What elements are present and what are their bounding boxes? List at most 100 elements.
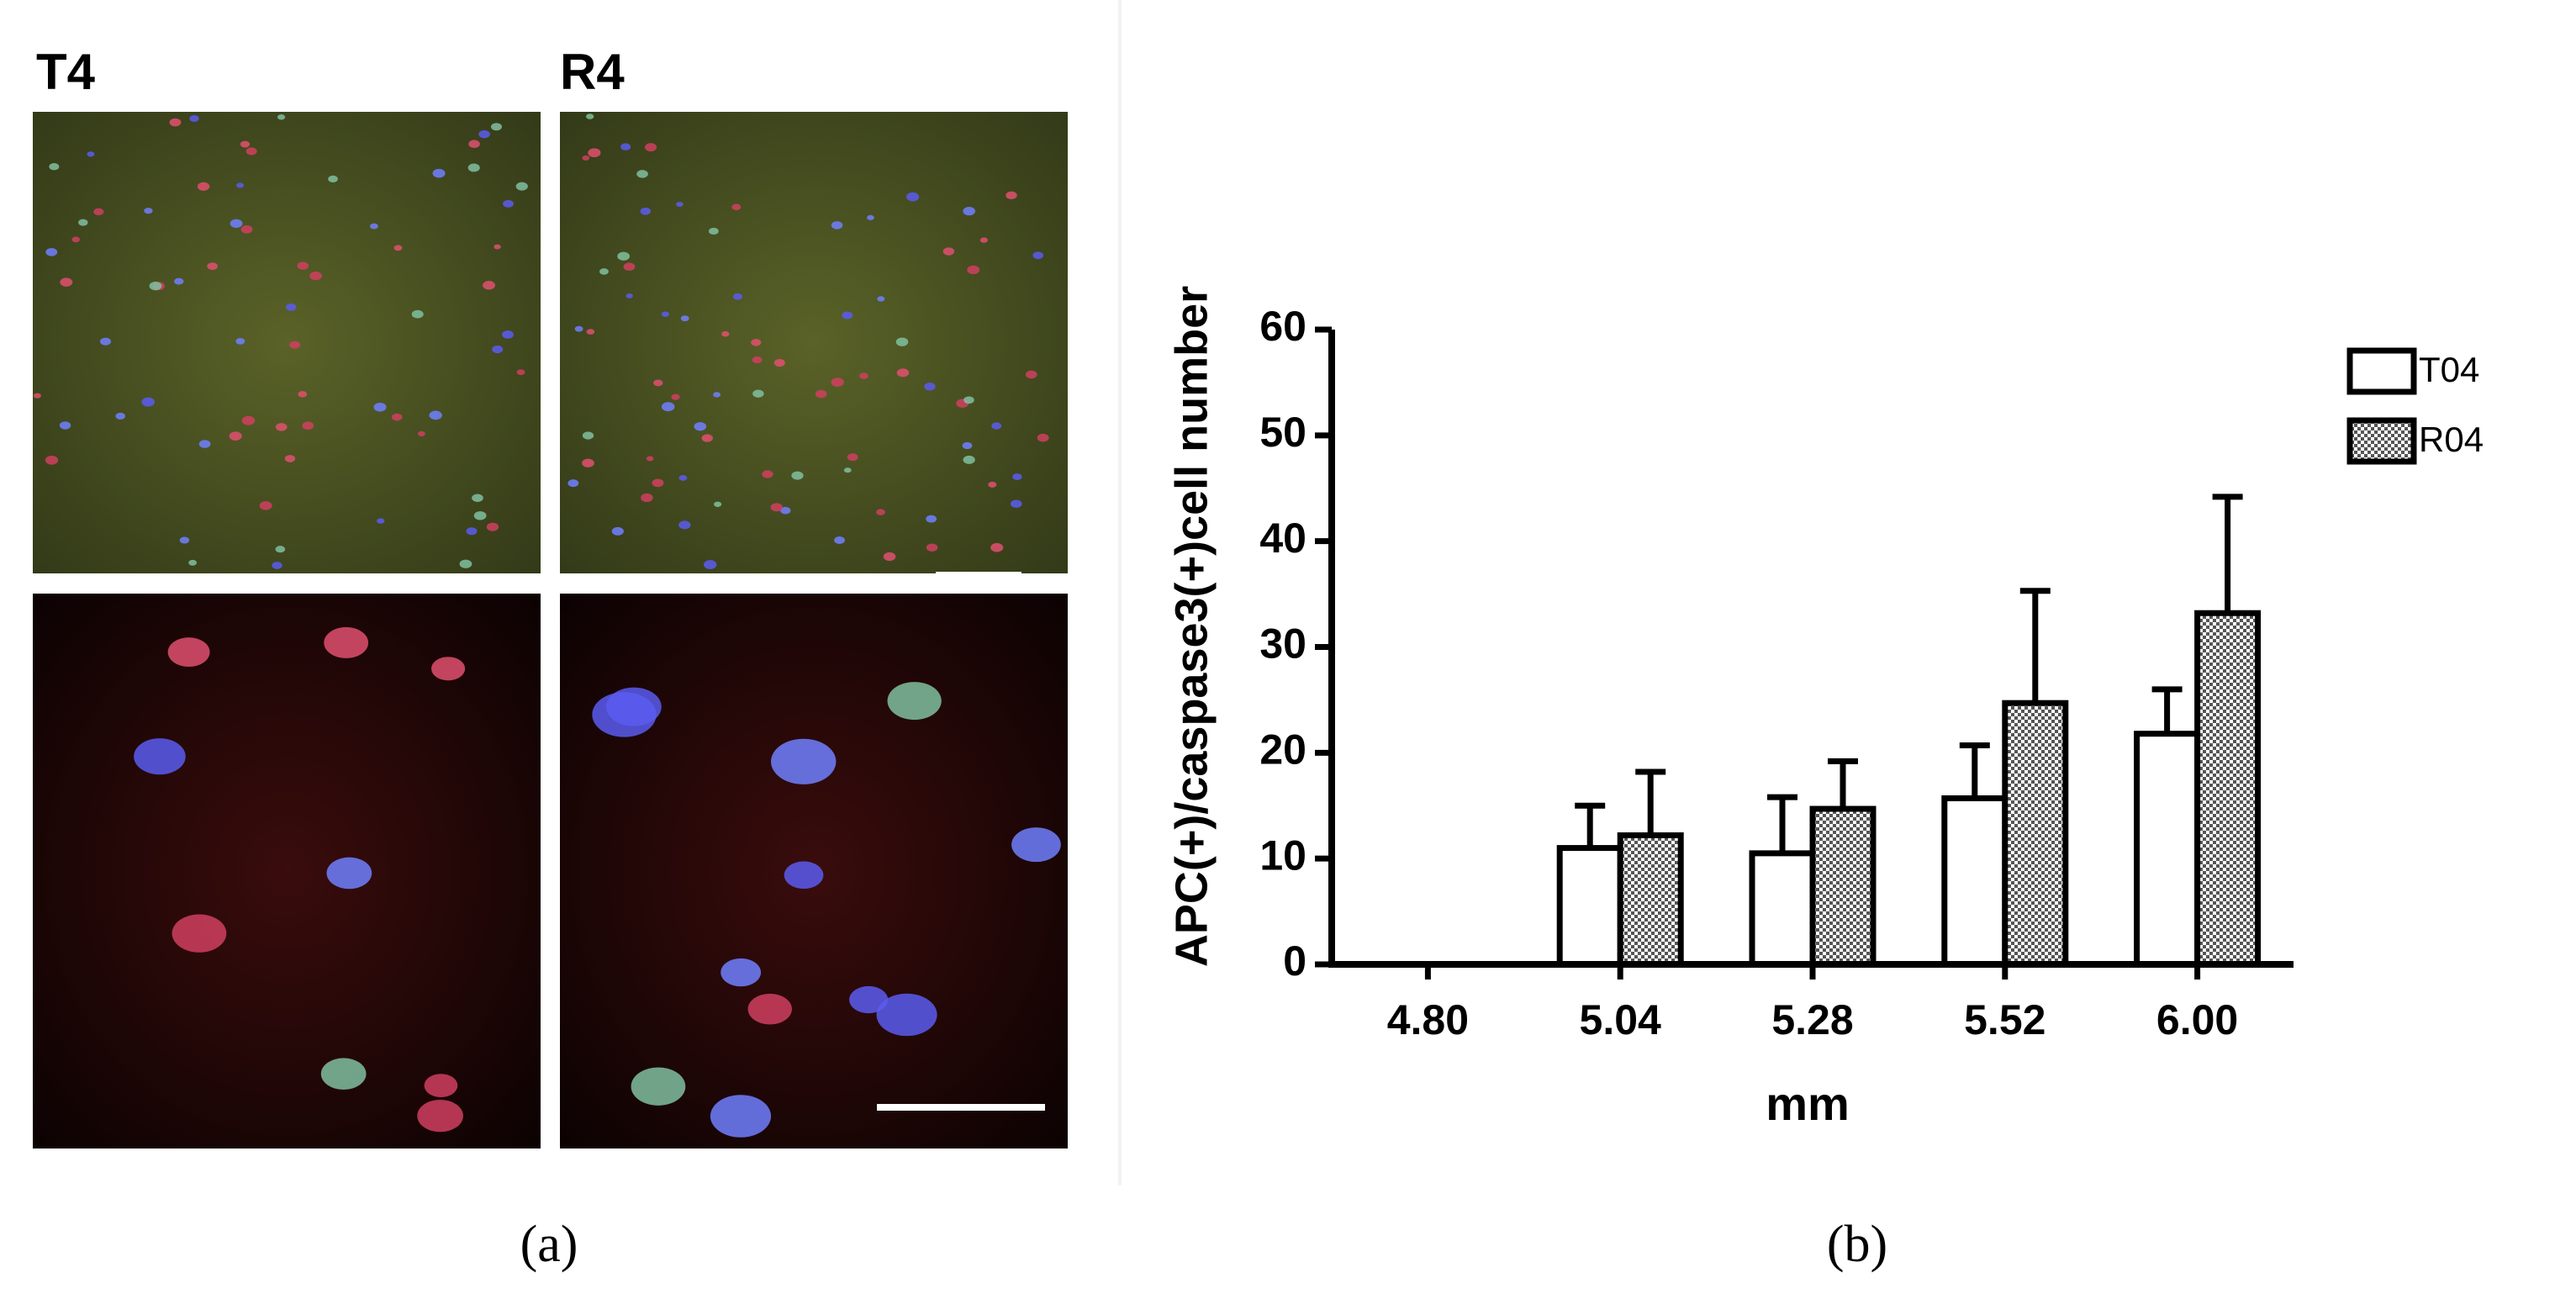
- cell: [285, 303, 297, 311]
- cell: [33, 393, 41, 399]
- cell: [963, 455, 975, 464]
- x-tick-label: 5.28: [1771, 996, 1853, 1043]
- cell: [483, 281, 496, 290]
- error-bar: [1767, 794, 1797, 853]
- cell: [611, 526, 624, 536]
- x-tick-label: 5.04: [1580, 996, 1662, 1043]
- cell: [172, 914, 227, 953]
- cell: [179, 536, 190, 544]
- cell: [87, 151, 95, 157]
- cell: [149, 281, 162, 291]
- cell: [259, 501, 272, 510]
- scale-bar: [936, 572, 1021, 578]
- cell: [93, 208, 104, 216]
- cell: [773, 358, 785, 367]
- cell: [626, 293, 633, 298]
- cell: [617, 251, 631, 261]
- cell: [298, 391, 308, 398]
- cell: [678, 520, 691, 530]
- cell: [623, 262, 636, 272]
- cell: [991, 422, 1002, 430]
- cell: [831, 221, 843, 230]
- cell: [644, 143, 657, 152]
- cell: [1032, 251, 1044, 260]
- bar: [1941, 795, 2009, 968]
- cell: [235, 338, 245, 345]
- cell: [492, 345, 504, 354]
- scale-bar: [877, 1104, 1045, 1111]
- cell: [847, 453, 858, 462]
- cell: [189, 114, 199, 122]
- y-axis-label: APC(+)/caspase3(+)cell number: [1166, 286, 1217, 967]
- cell: [1010, 499, 1022, 509]
- cell: [1025, 370, 1037, 379]
- cell: [60, 277, 73, 287]
- cell: [468, 140, 480, 148]
- cell: [71, 236, 81, 243]
- cell: [661, 311, 669, 317]
- cell: [877, 296, 885, 302]
- cell: [515, 182, 528, 191]
- error-bar: [1959, 742, 1990, 799]
- cell: [582, 458, 594, 467]
- cell: [883, 552, 896, 562]
- cell: [926, 543, 938, 552]
- cell: [417, 430, 425, 436]
- cell: [567, 479, 579, 488]
- cell: [198, 440, 211, 448]
- micrographs: [33, 112, 1068, 1149]
- x-tick-label: 5.52: [1964, 996, 2045, 1043]
- cell: [752, 389, 764, 398]
- error-bar: [2151, 686, 2183, 734]
- cell: [924, 383, 936, 391]
- cell: [393, 245, 403, 251]
- cell: [78, 219, 88, 226]
- cell: [843, 467, 852, 473]
- cell: [791, 471, 804, 480]
- error-bar: [1575, 802, 1606, 848]
- cell: [895, 337, 909, 346]
- image-t4-high: [33, 594, 541, 1149]
- x-tick-label: 4.80: [1387, 996, 1469, 1043]
- y-tick-label: 30: [1259, 620, 1306, 668]
- cell: [284, 455, 296, 462]
- cell: [432, 168, 446, 178]
- cell: [963, 207, 976, 216]
- cell: [967, 265, 980, 275]
- cell: [373, 402, 387, 412]
- cell: [784, 861, 824, 890]
- cell: [859, 372, 868, 379]
- cell: [169, 118, 182, 127]
- cell: [207, 262, 218, 271]
- cell: [167, 637, 210, 668]
- cell: [842, 311, 853, 319]
- y-tick-label: 0: [1283, 937, 1306, 985]
- cell: [710, 1095, 772, 1138]
- cell: [326, 857, 372, 890]
- cell: [834, 536, 845, 544]
- cell: [652, 478, 664, 488]
- cell: [636, 170, 648, 178]
- cell: [369, 223, 378, 230]
- cell: [714, 501, 722, 507]
- x-tick-label: 6.00: [2156, 996, 2238, 1043]
- cell: [762, 470, 773, 478]
- cell: [704, 560, 717, 569]
- cell: [631, 1067, 686, 1106]
- y-tick-label: 20: [1259, 726, 1306, 774]
- error-bar: [1828, 758, 1858, 810]
- cell: [979, 237, 988, 243]
- cell: [478, 129, 490, 139]
- cell: [676, 201, 684, 208]
- cell: [45, 455, 59, 465]
- cell: [876, 509, 885, 515]
- cell: [297, 261, 309, 270]
- cell: [45, 248, 58, 256]
- cell: [328, 175, 338, 182]
- bar: [2194, 610, 2262, 968]
- cell: [732, 293, 743, 300]
- cell: [671, 393, 680, 400]
- panel-label: (b): [1827, 1216, 1887, 1273]
- legend-swatch: [2346, 417, 2417, 465]
